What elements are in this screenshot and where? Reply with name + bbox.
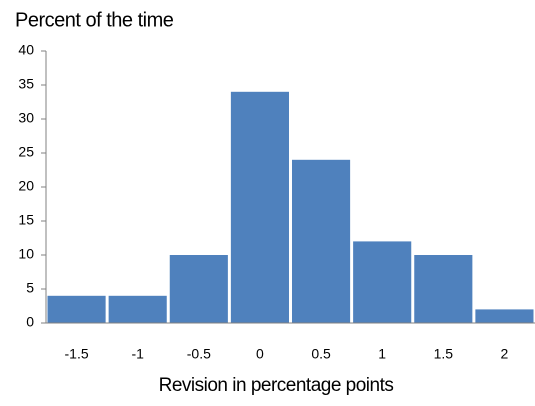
bar	[414, 255, 473, 323]
x-tick-label: 1	[378, 346, 386, 362]
x-tick-label: -0.5	[187, 346, 211, 362]
bar	[47, 295, 106, 323]
bar	[108, 295, 167, 323]
chart-title: Percent of the time	[15, 9, 174, 31]
bar	[353, 241, 412, 323]
bar	[169, 255, 228, 323]
y-tick-label: 0	[26, 314, 34, 330]
y-tick-label: 25	[18, 144, 34, 160]
y-tick-label: 30	[18, 110, 34, 126]
bar	[230, 91, 289, 323]
x-tick-label: -1.5	[65, 346, 89, 362]
x-tick-label: 0.5	[311, 346, 331, 362]
y-tick-label: 5	[26, 280, 34, 296]
y-tick-label: 35	[18, 76, 34, 92]
y-tick-label: 40	[18, 42, 34, 58]
x-tick-label: 1.5	[434, 346, 454, 362]
x-tick-label: 0	[256, 346, 264, 362]
y-tick-label: 10	[18, 246, 34, 262]
x-tick-label: -1	[131, 346, 144, 362]
bar	[292, 159, 351, 323]
y-tick-label: 15	[18, 212, 34, 228]
x-axis-label: Revision in percentage points	[159, 375, 394, 396]
x-tick-label: 2	[501, 346, 509, 362]
y-tick-label: 20	[18, 178, 34, 194]
bar	[475, 309, 534, 323]
